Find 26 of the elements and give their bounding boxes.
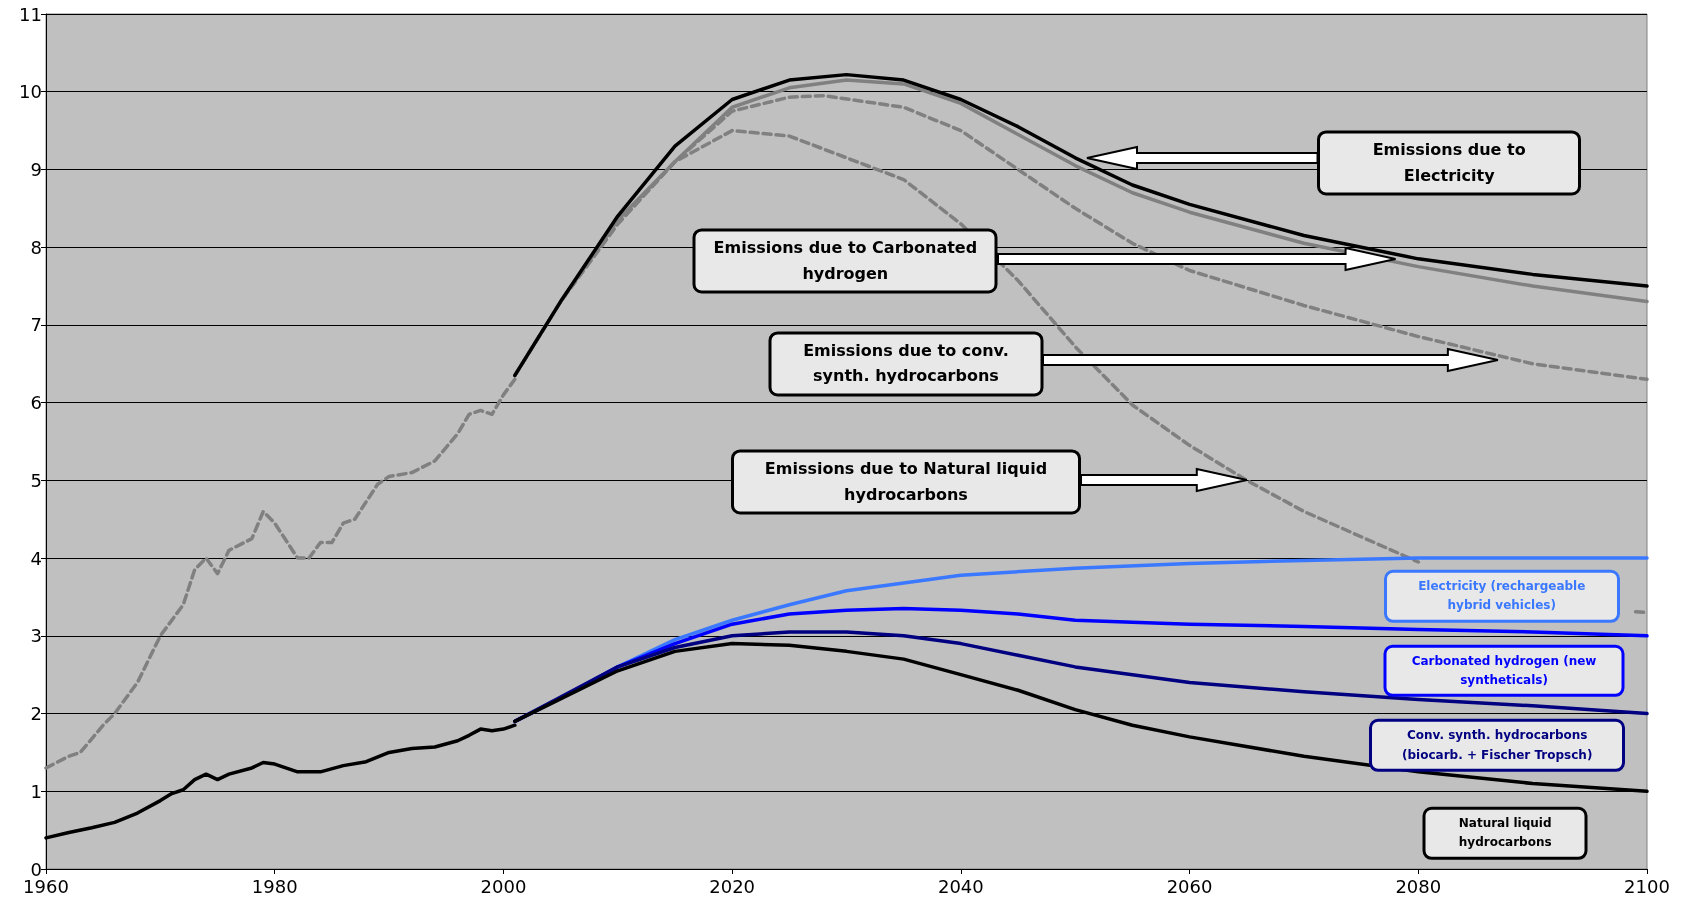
text-box: Emissions due to Carbonated hydrogen xyxy=(692,228,998,294)
x-tick-label: 2100 xyxy=(1624,875,1670,897)
y-tick-label: 5 xyxy=(30,469,42,491)
y-tick-label: 10 xyxy=(19,81,42,103)
text-box: Conv. synth. hydrocarbons (biocarb. + Fischer Tropsch) xyxy=(1369,719,1626,772)
text-box: Electricity (rechargeable hybrid vehicles) xyxy=(1383,569,1620,623)
x-tick-label: 2060 xyxy=(1166,875,1213,897)
x-tick-label: 2080 xyxy=(1395,875,1442,897)
y-tick-label: 2 xyxy=(30,703,42,725)
x-tick-label: 2020 xyxy=(709,875,756,897)
x-tick-label: 1980 xyxy=(251,875,298,897)
y-tick-label: 3 xyxy=(30,625,42,647)
text-box: Natural liquid hydrocarbons xyxy=(1422,807,1588,860)
x-tick-label: 2000 xyxy=(480,875,527,897)
y-tick-label: 6 xyxy=(30,392,42,414)
y-tick-label: 1 xyxy=(30,780,42,802)
y-tick-label: 11 xyxy=(19,3,42,25)
y-tick-label: 8 xyxy=(30,236,42,258)
y-tick-label: 7 xyxy=(30,314,42,336)
text-box: Emissions due to Electricity xyxy=(1317,130,1582,196)
text-box: Emissions due to Natural liquid hydrocarbons xyxy=(730,449,1081,515)
y-tick-label: 9 xyxy=(30,158,42,180)
text-box: Emissions due to conv. synth. hydrocarbons xyxy=(768,331,1044,397)
text-box: Carbonated hydrogen (new syntheticals) xyxy=(1383,644,1625,697)
y-tick-label: 4 xyxy=(30,547,42,569)
x-tick-label: 2040 xyxy=(937,875,984,897)
